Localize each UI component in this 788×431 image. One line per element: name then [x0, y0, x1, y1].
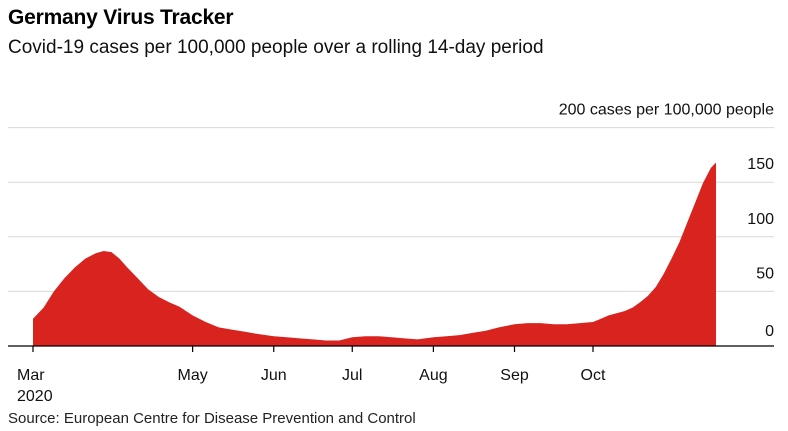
y-tick-label: 50 — [756, 265, 774, 282]
area-series — [33, 162, 716, 346]
y-tick-label: 0 — [765, 323, 774, 340]
x-tick-label: Jul — [342, 367, 362, 384]
x-tick-label: May — [178, 367, 208, 384]
source-note: Source: European Centre for Disease Prev… — [8, 410, 416, 427]
y-tick-label: 100 — [747, 211, 774, 228]
chart-subtitle: Covid-19 cases per 100,000 people over a… — [8, 37, 544, 58]
x-tick-label: Sep — [500, 367, 529, 384]
x-tick-label: Mar — [17, 367, 45, 384]
x-tick-label: Aug — [419, 367, 447, 384]
y-tick-label: 200 cases per 100,000 people — [559, 102, 774, 119]
x-tick-label: Jun — [261, 367, 287, 384]
x-tick-sublabel: 2020 — [17, 388, 53, 405]
x-tick-label: Oct — [581, 367, 606, 384]
chart-title: Germany Virus Tracker — [8, 6, 234, 29]
y-tick-label: 150 — [747, 156, 774, 173]
